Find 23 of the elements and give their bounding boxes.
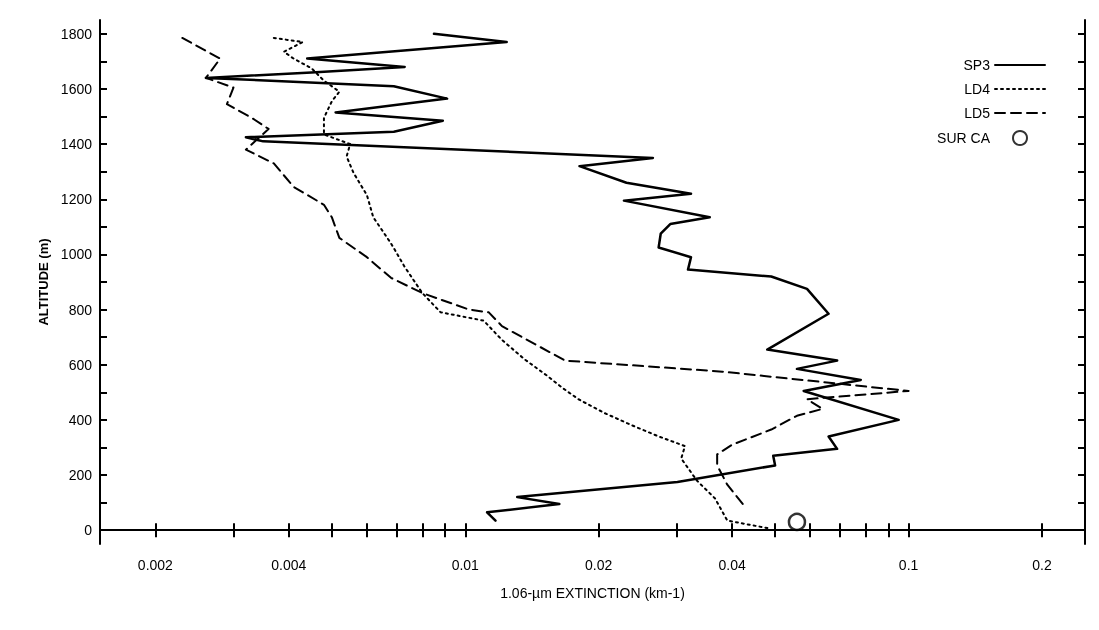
y-tick-label: 1800 — [60, 25, 93, 42]
legend-label: LD4 — [964, 81, 991, 97]
x-tick-label: 0.1 — [898, 557, 919, 573]
y-tick-label: 200 — [68, 467, 93, 484]
y-axis-title: ALTITUDE (m) — [35, 238, 51, 326]
y-tick-label: 800 — [68, 301, 93, 318]
y-tick-label: 400 — [68, 411, 93, 428]
y-tick-label: 0 — [84, 522, 93, 539]
y-tick-label: 1000 — [60, 246, 93, 263]
y-tick-label: 1600 — [60, 80, 93, 97]
y-tick-label: 600 — [68, 356, 93, 373]
x-axis-title: 1.06-µm EXTINCTION (km-1) — [500, 585, 685, 601]
legend-label: LD5 — [964, 105, 991, 121]
legend-label: SUR CA — [937, 130, 991, 146]
x-tick-label: 0.004 — [271, 557, 307, 573]
x-tick-label: 0.02 — [585, 557, 613, 573]
y-tick-label: 1400 — [60, 136, 93, 153]
y-tick-label: 1200 — [60, 191, 93, 208]
x-tick-label: 0.01 — [451, 557, 480, 573]
x-tick-label: 0.002 — [137, 557, 174, 573]
legend-label: SP3 — [963, 57, 991, 73]
x-tick-label: 0.2 — [1032, 557, 1052, 573]
x-tick-label: 0.04 — [718, 557, 746, 573]
